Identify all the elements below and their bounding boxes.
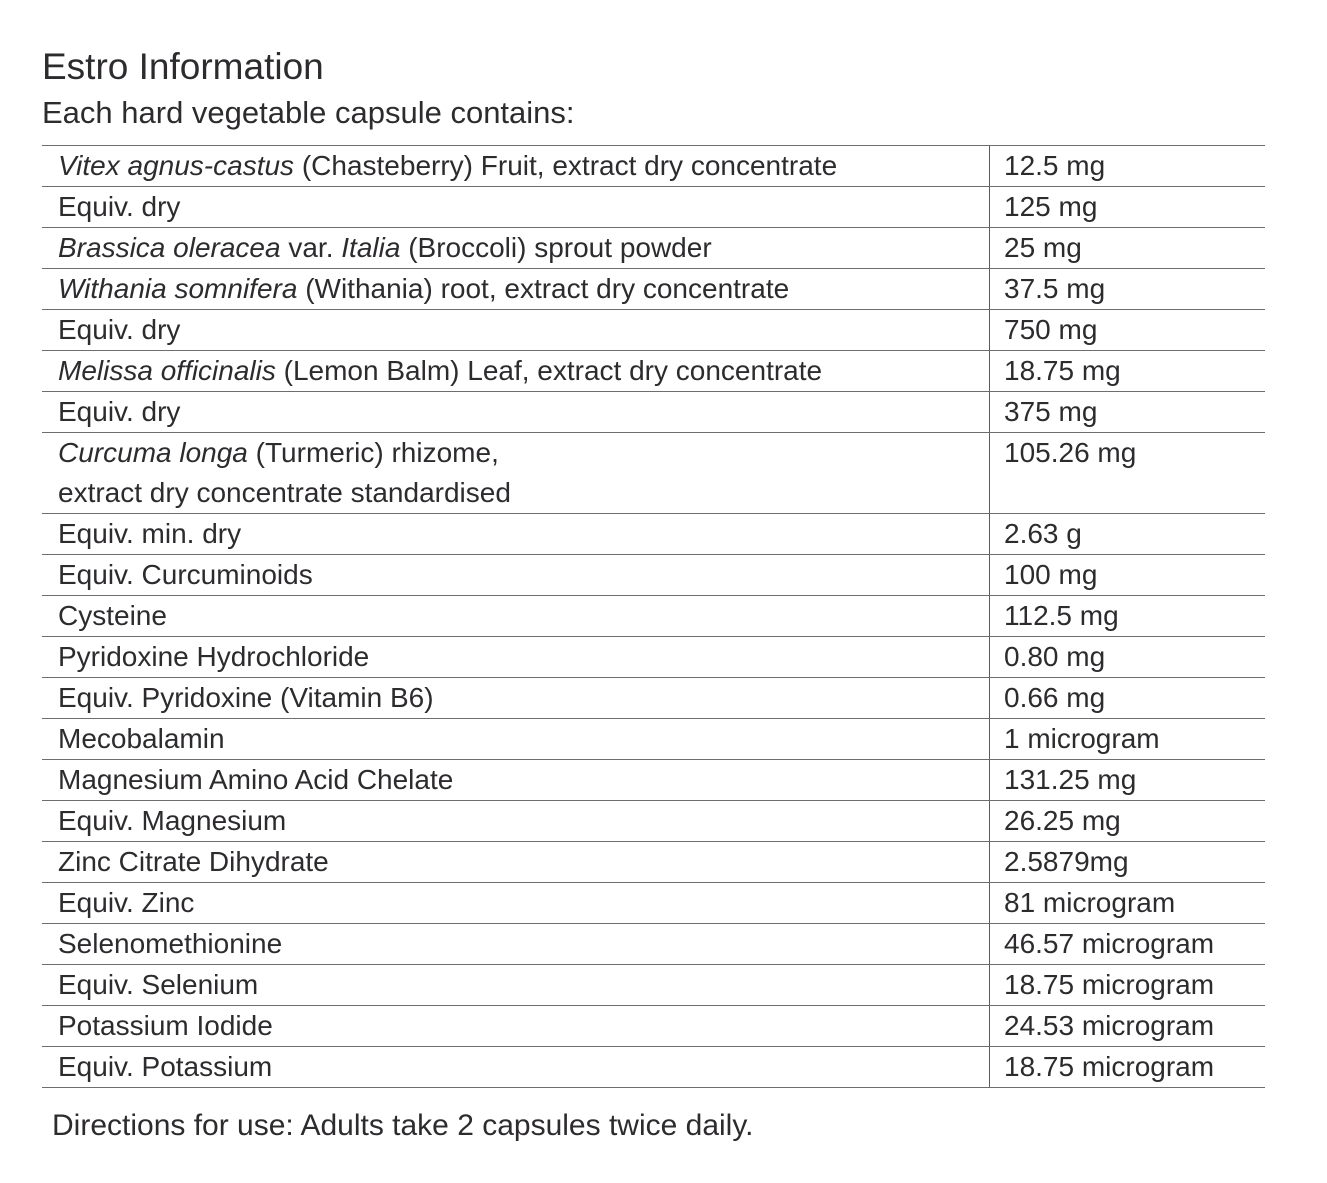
ingredient-name: Mecobalamin [58, 723, 225, 755]
ingredient-name: Equiv. Selenium [58, 969, 259, 1001]
page-title: Estro Information [42, 46, 324, 87]
table-row: Equiv. min. dry 2.63 g [42, 513, 1265, 555]
ingredient-amount: 18.75 mg [989, 351, 1265, 392]
table-row: Magnesium Amino Acid Chelate 131.25 mg [42, 759, 1265, 801]
table-row: Equiv. Zinc 81 microgram [42, 882, 1265, 924]
table-row: Equiv. Potassium 18.75 microgram [42, 1046, 1265, 1088]
label-page: Estro Information Each hard vegetable ca… [42, 46, 1265, 1143]
ingredient-name: Equiv. min. dry [58, 518, 242, 550]
table-row: Equiv. dry 125 mg [42, 186, 1265, 228]
ingredients-table: Vitex agnus-castus (Chasteberry) Fruit, … [42, 145, 1265, 1089]
ingredient-name: Equiv. dry [58, 396, 181, 428]
table-row: Pyridoxine Hydrochloride 0.80 mg [42, 636, 1265, 678]
ingredient-name: Equiv. dry [58, 314, 181, 346]
ingredient-name: Selenomethionine [58, 928, 283, 960]
ingredient-amount: 26.25 mg [989, 801, 1265, 842]
ingredient-amount: 112.5 mg [989, 596, 1265, 637]
table-row: Potassium Iodide 24.53 microgram [42, 1005, 1265, 1047]
ingredient-name: Zinc Citrate Dihydrate [58, 846, 329, 878]
ingredient-name: Equiv. Potassium [58, 1051, 273, 1083]
ingredient-name: Equiv. Pyridoxine (Vitamin B6) [58, 682, 434, 714]
ingredient-name: Pyridoxine Hydrochloride [58, 641, 370, 673]
ingredient-name: Potassium Iodide [58, 1010, 273, 1042]
directions-for-use: Directions for use: Adults take 2 capsul… [52, 1109, 754, 1143]
ingredient-name: Vitex agnus-castus (Chasteberry) Fruit, … [58, 150, 838, 182]
table-row: Melissa officinalis (Lemon Balm) Leaf, e… [42, 350, 1265, 392]
ingredient-name: Curcuma longa (Turmeric) rhizome, extract… [58, 437, 511, 509]
table-row: Zinc Citrate Dihydrate 2.5879mg [42, 841, 1265, 883]
ingredient-amount: 125 mg [989, 187, 1265, 228]
table-row: Selenomethionine 46.57 microgram [42, 923, 1265, 965]
table-row: Curcuma longa (Turmeric) rhizome, extract… [42, 432, 1265, 514]
ingredient-amount: 0.66 mg [989, 678, 1265, 719]
ingredient-amount: 18.75 microgram [989, 1047, 1265, 1088]
ingredient-amount: 0.80 mg [989, 637, 1265, 678]
ingredient-name: Equiv. dry [58, 191, 181, 223]
ingredient-amount: 24.53 microgram [989, 1006, 1265, 1047]
table-row: Equiv. Magnesium 26.25 mg [42, 800, 1265, 842]
ingredient-amount: 2.63 g [989, 514, 1265, 555]
table-row: Cysteine 112.5 mg [42, 595, 1265, 637]
ingredient-name: Equiv. Zinc [58, 887, 195, 919]
ingredient-amount: 750 mg [989, 310, 1265, 351]
ingredient-name: Magnesium Amino Acid Chelate [58, 764, 454, 796]
table-row: Equiv. dry 750 mg [42, 309, 1265, 351]
table-row: Equiv. Curcuminoids 100 mg [42, 554, 1265, 596]
ingredient-amount: 25 mg [989, 228, 1265, 269]
table-row: Equiv. dry 375 mg [42, 391, 1265, 433]
ingredient-amount: 12.5 mg [989, 146, 1265, 187]
table-row: Vitex agnus-castus (Chasteberry) Fruit, … [42, 145, 1265, 187]
ingredient-amount: 18.75 microgram [989, 965, 1265, 1006]
table-row: Equiv. Selenium 18.75 microgram [42, 964, 1265, 1006]
ingredient-amount: 131.25 mg [989, 760, 1265, 801]
ingredient-amount: 46.57 microgram [989, 924, 1265, 965]
ingredient-name: Cysteine [58, 600, 167, 632]
table-row: Mecobalamin 1 microgram [42, 718, 1265, 760]
table-row: Withania somnifera (Withania) root, extr… [42, 268, 1265, 310]
ingredient-name: Equiv. Curcuminoids [58, 559, 313, 591]
ingredient-amount: 100 mg [989, 555, 1265, 596]
ingredient-amount: 1 microgram [989, 719, 1265, 760]
ingredient-amount: 375 mg [989, 392, 1265, 433]
capsule-contains-subtitle: Each hard vegetable capsule contains: [42, 94, 575, 130]
ingredient-amount: 37.5 mg [989, 269, 1265, 310]
ingredient-name: Melissa officinalis (Lemon Balm) Leaf, e… [58, 355, 823, 387]
table-row: Brassica oleracea var. Italia (Broccoli)… [42, 227, 1265, 269]
ingredient-name: Brassica oleracea var. Italia (Broccoli)… [58, 232, 712, 264]
ingredient-name: Withania somnifera (Withania) root, extr… [58, 273, 790, 305]
ingredient-name: Equiv. Magnesium [58, 805, 287, 837]
ingredient-amount: 81 microgram [989, 883, 1265, 924]
table-row: Equiv. Pyridoxine (Vitamin B6) 0.66 mg [42, 677, 1265, 719]
ingredient-amount: 105.26 mg [989, 433, 1265, 514]
ingredient-amount: 2.5879mg [989, 842, 1265, 883]
